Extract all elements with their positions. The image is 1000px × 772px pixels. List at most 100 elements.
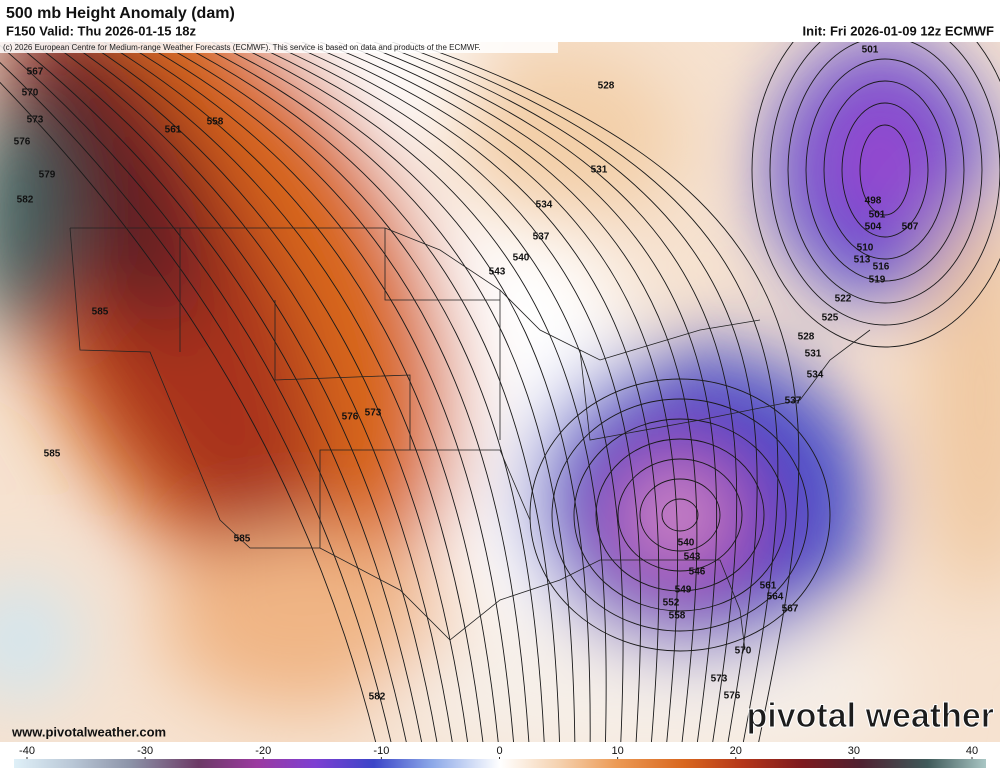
contour-label: 576 (724, 691, 741, 702)
contour-line (573, 418, 787, 612)
contour-line (639, 478, 721, 552)
colorbar-tick-label: 10 (612, 745, 624, 757)
contour-label: 582 (369, 692, 386, 703)
contour-label: 540 (513, 253, 530, 264)
credit-background (0, 42, 558, 53)
contour-label: 525 (822, 313, 839, 324)
contour-label: 549 (675, 585, 692, 596)
contour-label: 543 (489, 267, 506, 278)
contour-line (13, 42, 422, 742)
contour-label: 570 (735, 646, 752, 657)
contour-label: 537 (785, 396, 802, 407)
contour-line (551, 398, 809, 632)
contour-line (595, 438, 765, 592)
contour-line (0, 81, 377, 742)
website: www.pivotalweather.com (11, 724, 166, 739)
colorbar-tick-label: 20 (730, 745, 742, 757)
contour-label: 522 (835, 294, 852, 305)
colorbar-tick-label: 40 (966, 745, 978, 757)
contour-label: 561 (760, 581, 777, 592)
contour-label: 564 (767, 592, 784, 603)
colorbar-tick-label: 0 (496, 745, 502, 757)
contour-line (247, 42, 624, 742)
contour-line (0, 44, 407, 742)
contour-label: 546 (689, 567, 706, 578)
borders (69, 227, 871, 651)
contour-label: 498 (865, 196, 882, 207)
contour-line (229, 42, 607, 742)
contour-line (409, 42, 800, 742)
colorbar-tick-label: -30 (137, 745, 153, 757)
contour-label: 528 (798, 332, 815, 343)
contour-label: 531 (805, 349, 822, 360)
contour-label: 531 (591, 165, 608, 176)
contour-label: 570 (22, 88, 39, 99)
valid-time: F150 Valid: Thu 2026-01-15 18z (6, 23, 197, 38)
contour-label: 528 (598, 81, 615, 92)
contour-line (85, 42, 484, 742)
contour-line (0, 61, 392, 742)
contour-label: 576 (342, 412, 359, 423)
contour-line (139, 42, 530, 742)
contour-label: 510 (857, 243, 874, 254)
contour-line (103, 42, 499, 742)
contour-line (211, 42, 591, 742)
contour-line (859, 124, 911, 216)
contour-label: 543 (684, 552, 701, 563)
colorbar-tick-label: -10 (373, 745, 389, 757)
contour-line (337, 42, 718, 742)
contour-line (31, 42, 438, 742)
contour-line (175, 42, 560, 742)
contour-line (157, 42, 545, 742)
colorbar (14, 759, 986, 768)
contour-label: 567 (27, 67, 44, 78)
contour-line (301, 42, 679, 742)
contour-label: 513 (854, 255, 871, 266)
contour-label: 576 (14, 137, 31, 148)
credit: (c) 2026 European Centre for Medium-rang… (3, 43, 481, 52)
contour-line (121, 42, 514, 742)
title: 500 mb Height Anomaly (dam) (6, 5, 235, 22)
contour-line (193, 42, 576, 742)
contour-line (617, 458, 743, 572)
contour-line (265, 42, 642, 742)
contour-label: 516 (873, 262, 890, 273)
logo: pivotal weather (746, 697, 994, 735)
contour-label: 579 (39, 170, 56, 181)
contour-label: 540 (678, 538, 695, 549)
contour-label: 501 (869, 210, 886, 221)
contour-line (751, 42, 1000, 348)
contour-label: 573 (365, 408, 382, 419)
contour-label: 567 (782, 604, 799, 615)
contour-label: 585 (44, 449, 61, 460)
contour-line (769, 42, 1000, 326)
contour-line (841, 102, 929, 238)
contour-label: 552 (663, 598, 680, 609)
contour-line (823, 80, 947, 260)
contour-line (391, 42, 779, 742)
contour-label: 534 (807, 370, 824, 381)
contour-line (661, 498, 699, 532)
contour-line (67, 42, 468, 742)
contour-label: 561 (165, 125, 182, 136)
contour-line (373, 42, 758, 742)
contour-label: 501 (862, 45, 879, 56)
contour-label: 534 (536, 200, 553, 211)
contour-line (529, 378, 831, 652)
contour-label: 582 (17, 195, 34, 206)
contour-line (787, 42, 983, 304)
contour-label: 537 (533, 232, 550, 243)
contour-line (319, 42, 698, 742)
contour-line (805, 58, 965, 282)
colorbar-tick-label: 30 (848, 745, 860, 757)
contour-label: 558 (207, 117, 224, 128)
contour-line (355, 42, 738, 742)
contour-label: 504 (865, 222, 882, 233)
colorbar-tick-label: -20 (255, 745, 271, 757)
contour-label: 519 (869, 275, 886, 286)
contour-label: 573 (711, 674, 728, 685)
